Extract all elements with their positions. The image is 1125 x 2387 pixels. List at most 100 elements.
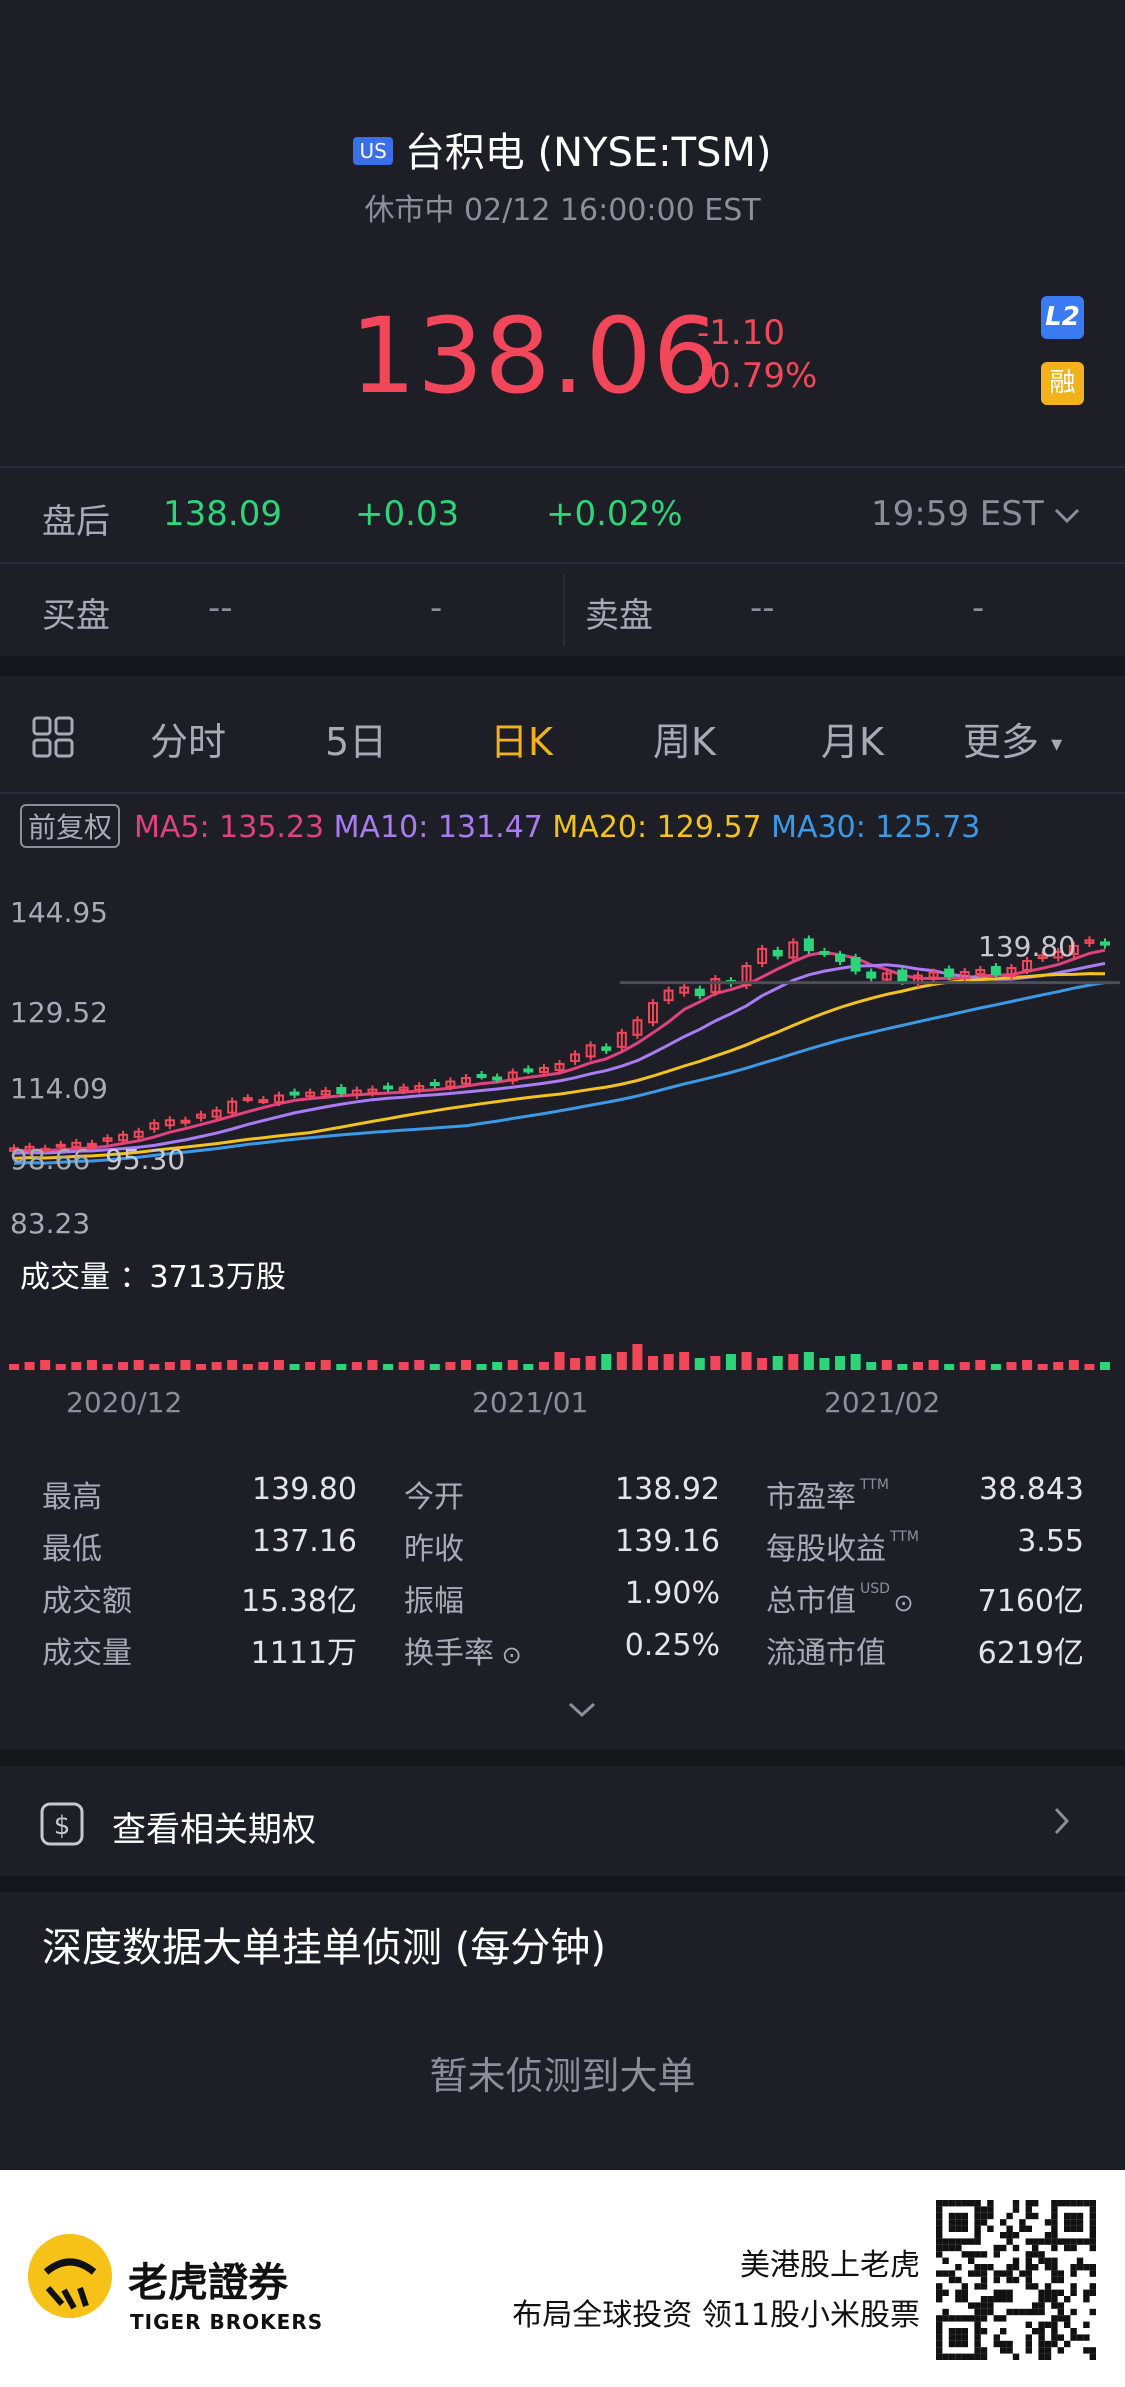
candle[interactable] [383, 1085, 394, 1090]
candle[interactable] [710, 978, 721, 994]
stock-name: 台积电 (NYSE:TSM) [404, 130, 772, 176]
candle[interactable] [445, 1080, 456, 1088]
tab-monthly-k[interactable]: 月K [821, 720, 884, 764]
candlestick-chart[interactable] [0, 880, 1125, 1400]
volume-bar [975, 1360, 986, 1370]
candle[interactable] [180, 1119, 191, 1124]
candle[interactable] [616, 1031, 627, 1048]
candle[interactable] [71, 1141, 82, 1148]
tab-daily-k[interactable]: 日K [490, 720, 553, 764]
candle[interactable] [289, 1091, 300, 1096]
tab-weekly-k[interactable]: 周K [653, 720, 716, 764]
candle[interactable] [866, 971, 877, 979]
candle[interactable] [55, 1143, 66, 1148]
candle[interactable] [351, 1089, 362, 1097]
margin-badge[interactable]: 融 [1041, 362, 1084, 405]
candle[interactable] [1006, 967, 1017, 978]
volume-bar [757, 1358, 768, 1370]
qr-code-icon [936, 2200, 1096, 2360]
stat-label[interactable]: 换手率 ⊙ [404, 1628, 522, 1672]
candle[interactable] [336, 1087, 347, 1095]
candle[interactable] [944, 968, 955, 978]
volume-bar [102, 1364, 113, 1370]
candle[interactable] [679, 986, 690, 994]
candle[interactable] [367, 1088, 378, 1094]
candle[interactable] [164, 1119, 175, 1127]
candle[interactable] [648, 1002, 659, 1024]
candle[interactable] [881, 972, 892, 981]
chevron-down-icon[interactable] [1053, 506, 1081, 526]
candle[interactable] [133, 1130, 144, 1138]
related-options-row[interactable]: $ 查看相关期权 [0, 1766, 1125, 1876]
candle[interactable] [9, 1147, 19, 1152]
candle[interactable] [211, 1109, 222, 1118]
candle[interactable] [959, 971, 970, 980]
candle[interactable] [803, 938, 814, 951]
candle[interactable] [492, 1076, 503, 1081]
info-icon[interactable]: ⊙ [494, 1641, 522, 1669]
volume-bar [772, 1356, 783, 1370]
candle[interactable] [429, 1082, 440, 1087]
candle[interactable] [305, 1091, 316, 1098]
caret-down-icon: ▾ [1051, 732, 1063, 757]
candle[interactable] [320, 1090, 331, 1096]
divider [0, 466, 1125, 468]
expand-chevron-icon[interactable] [567, 1700, 597, 1720]
volume-chart[interactable] [0, 1320, 1125, 1370]
candle[interactable] [975, 969, 986, 976]
candle[interactable] [990, 966, 1001, 976]
candle[interactable] [258, 1099, 269, 1104]
candle[interactable] [694, 988, 705, 997]
candle[interactable] [1022, 959, 1033, 972]
candle[interactable] [149, 1122, 160, 1130]
candle[interactable] [476, 1073, 487, 1078]
tab-5day[interactable]: 5日 [325, 720, 388, 764]
ma10-line [13, 961, 1106, 1155]
candle[interactable] [523, 1068, 534, 1073]
candle[interactable] [788, 941, 799, 959]
adjust-tag[interactable]: 前复权 [20, 804, 121, 848]
candle[interactable] [741, 965, 752, 987]
candle[interactable] [273, 1094, 284, 1104]
candle[interactable] [414, 1085, 425, 1091]
candle[interactable] [1037, 954, 1048, 959]
candle[interactable] [585, 1044, 596, 1058]
candle[interactable] [663, 989, 674, 1002]
level2-badge[interactable]: L2 [1041, 296, 1084, 339]
tab-more[interactable]: 更多 ▾ [963, 711, 1062, 766]
candle[interactable] [507, 1071, 518, 1082]
candle[interactable] [227, 1100, 238, 1114]
volume-bar [1022, 1360, 1033, 1370]
candle[interactable] [242, 1097, 253, 1102]
after-hours-row[interactable]: 盘后 138.09 +0.03 +0.02% 19:59 EST [0, 468, 1125, 562]
footer-banner[interactable]: 老虎證券 TIGER BROKERS 美港股上老虎 布局全球投资 领11股小米股… [0, 2170, 1125, 2387]
candle[interactable] [1100, 941, 1110, 946]
candle[interactable] [772, 949, 783, 957]
candle[interactable] [554, 1062, 565, 1071]
candle[interactable] [86, 1142, 97, 1147]
grid-menu-icon[interactable] [32, 716, 74, 758]
candle[interactable] [632, 1019, 643, 1036]
candle[interactable] [460, 1077, 471, 1085]
candle[interactable] [398, 1086, 409, 1092]
candle[interactable] [1068, 944, 1079, 955]
candle[interactable] [601, 1046, 612, 1051]
candle[interactable] [24, 1145, 35, 1152]
candle[interactable] [538, 1066, 549, 1073]
candle[interactable] [1084, 939, 1095, 944]
candle[interactable] [928, 971, 939, 979]
candle[interactable] [102, 1137, 113, 1142]
candle[interactable] [40, 1147, 51, 1152]
candle[interactable] [757, 947, 768, 964]
candle[interactable] [196, 1113, 207, 1119]
candle[interactable] [850, 956, 861, 972]
tab-intraday[interactable]: 分时 [150, 720, 227, 764]
candle[interactable] [1053, 950, 1064, 959]
candle[interactable] [897, 969, 908, 983]
candle[interactable] [835, 953, 846, 962]
more-icon[interactable]: ⊙ [885, 1589, 914, 1617]
candle[interactable] [819, 950, 830, 955]
candle[interactable] [570, 1053, 581, 1062]
stat-label[interactable]: 总市值 USD ⊙ [766, 1576, 914, 1620]
candle[interactable] [118, 1133, 129, 1142]
